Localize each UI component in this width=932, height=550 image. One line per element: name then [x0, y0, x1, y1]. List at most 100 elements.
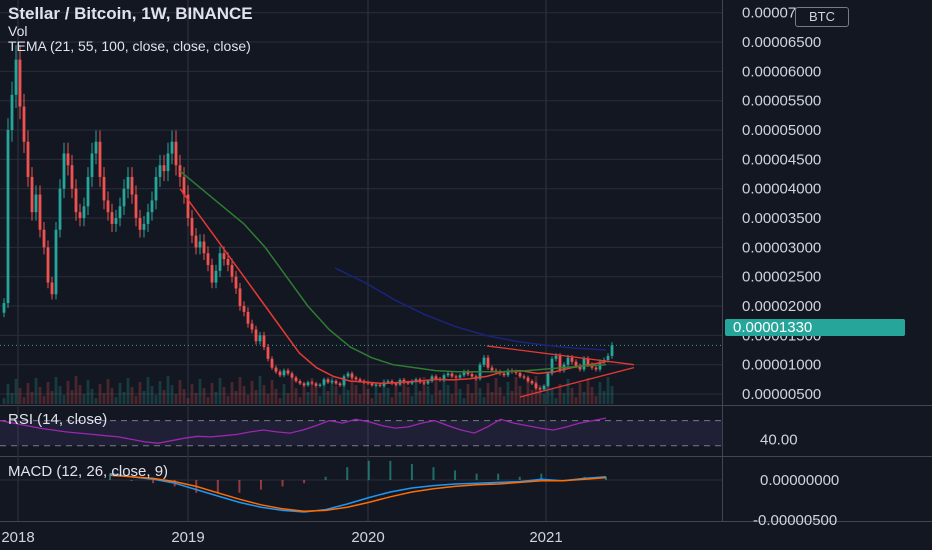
volume-bar [214, 392, 218, 404]
volume-bar [474, 379, 478, 404]
candle [146, 212, 150, 224]
tema-55-line [179, 170, 607, 373]
volume-bar [494, 378, 498, 404]
volume-bar [438, 390, 442, 404]
candle [486, 357, 490, 368]
volume-bar [446, 385, 450, 404]
candle [142, 223, 146, 230]
candle [422, 382, 426, 384]
volume-bar [318, 396, 322, 404]
volume-bar [126, 378, 130, 404]
candle [22, 106, 26, 142]
volume-bar [242, 386, 246, 404]
volume-bar [130, 387, 134, 404]
candle [434, 376, 438, 379]
candle [38, 194, 42, 230]
candle [30, 176, 34, 213]
volume-bar [594, 396, 598, 404]
volume-bar [278, 398, 282, 404]
volume-bar [478, 388, 482, 404]
triangle-lower-line [519, 366, 635, 398]
tema-legend: TEMA (21, 55, 100, close, close, close) [8, 38, 251, 54]
candle [338, 383, 342, 386]
triangle-upper-line [486, 345, 635, 366]
candle [310, 382, 314, 384]
volume-bar [582, 392, 586, 404]
volume-bar [254, 390, 258, 404]
candle [386, 381, 390, 383]
candle [26, 141, 30, 177]
volume-bar [18, 388, 22, 404]
volume-bar [334, 386, 338, 404]
y-tick-label: 0.00003500 [742, 210, 821, 227]
candle [154, 176, 158, 201]
candle [266, 347, 270, 359]
candle [430, 376, 434, 382]
rsi-tick-label: 40.00 [760, 431, 798, 448]
candle [234, 276, 238, 289]
volume-bar [262, 385, 266, 404]
volume-bar [486, 383, 490, 404]
volume-bar [110, 388, 114, 404]
volume-bar [2, 398, 6, 404]
candle [282, 370, 286, 376]
volume-bar [522, 395, 526, 404]
volume-bar [374, 384, 378, 404]
volume-bar [270, 380, 274, 404]
volume-bar [314, 387, 318, 404]
candle [502, 373, 506, 376]
volume-bar [458, 389, 462, 404]
tema-21-line [179, 188, 607, 385]
currency-badge[interactable]: BTC [795, 7, 849, 27]
volume-bar [398, 392, 402, 404]
volume-bar [122, 392, 126, 404]
candle [18, 59, 22, 107]
candle [342, 376, 346, 386]
candle [62, 153, 66, 189]
candle [466, 371, 470, 375]
volume-bar [294, 388, 298, 404]
volume-bar [50, 391, 54, 404]
candle [134, 194, 138, 219]
volume-bar [26, 383, 30, 404]
volume-bar [78, 385, 82, 404]
candle [450, 373, 454, 377]
volume-bar [210, 383, 214, 404]
volume-bar [46, 382, 50, 404]
candle [514, 371, 518, 373]
candle [326, 379, 330, 383]
candle [306, 382, 310, 386]
volume-bar [230, 382, 234, 404]
volume-bar [426, 386, 430, 404]
candle [566, 357, 570, 365]
macd-histogram-bar [540, 473, 543, 480]
candle [554, 355, 558, 359]
volume-bar [222, 387, 226, 404]
volume-bar [586, 378, 590, 404]
candle [42, 229, 46, 248]
candle [350, 373, 354, 378]
volume-bar [402, 378, 406, 404]
volume-bar [250, 381, 254, 404]
volume-bar [414, 382, 418, 404]
volume-bar [86, 380, 90, 404]
candle [394, 383, 398, 385]
candle [90, 153, 94, 177]
candle [150, 200, 154, 213]
volume-bar [322, 382, 326, 404]
volume-bar [394, 383, 398, 404]
volume-bar [602, 391, 606, 404]
volume-bar [430, 395, 434, 404]
volume-bar [330, 377, 334, 404]
candle [98, 141, 102, 177]
candle [222, 253, 226, 260]
volume-bar [162, 390, 166, 404]
candle [426, 381, 430, 384]
candle [546, 373, 550, 386]
volume-bar [134, 396, 138, 404]
volume-bar [566, 379, 570, 404]
candle [74, 188, 78, 213]
volume-bar [526, 381, 530, 404]
candle [178, 165, 182, 177]
